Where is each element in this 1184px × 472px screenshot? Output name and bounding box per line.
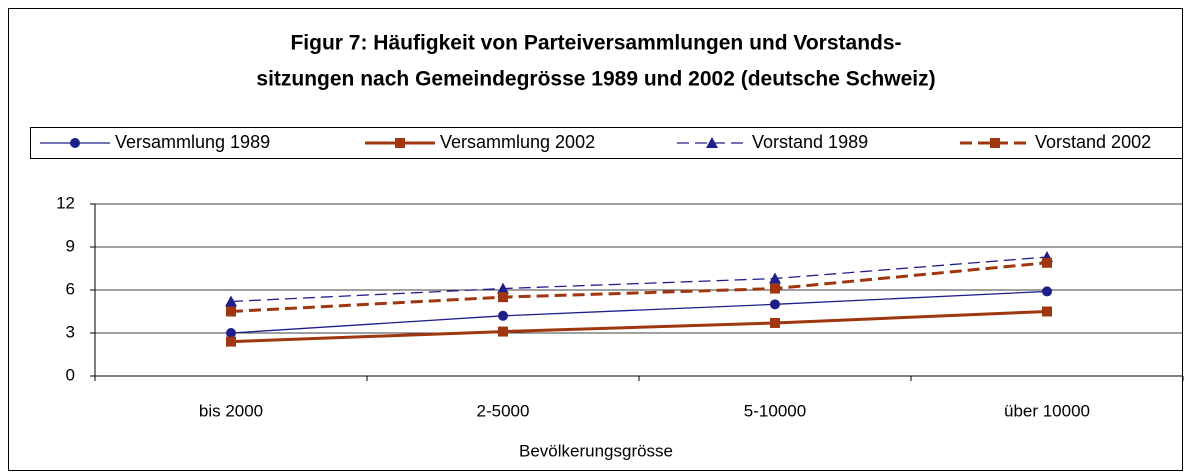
- y-tick-label: 9: [66, 236, 75, 255]
- point: [498, 292, 508, 303]
- x-tick-label: bis 2000: [199, 401, 263, 420]
- point: [1042, 306, 1052, 317]
- chart-frame: [8, 8, 1183, 471]
- legend-marker: [395, 138, 405, 148]
- point: [226, 328, 236, 338]
- chart-title: sitzungen nach Gemeindegrösse 1989 und 2…: [256, 68, 935, 91]
- y-tick-label: 6: [66, 279, 75, 298]
- x-tick-label: 2-5000: [477, 401, 530, 420]
- point: [225, 295, 237, 307]
- point: [226, 336, 236, 347]
- point: [770, 283, 780, 294]
- x-tick-label: über 10000: [1004, 401, 1090, 420]
- point: [1042, 286, 1052, 297]
- point: [498, 310, 508, 321]
- legend-label: Versammlung 2002: [440, 132, 595, 152]
- series-line: [230, 261, 1048, 313]
- legend-marker: [990, 138, 1000, 148]
- point: [1042, 257, 1052, 268]
- series-line: [230, 256, 1048, 303]
- series-line: [230, 290, 1048, 334]
- legend-marker: [706, 137, 718, 148]
- chart-title: Figur 7: Häufigkeit von Parteiversammlun…: [290, 32, 901, 55]
- point: [226, 306, 236, 317]
- legend-label: Vorstand 1989: [752, 132, 868, 152]
- legend-label: Vorstand 2002: [1035, 132, 1151, 152]
- x-tick-label: 5-10000: [744, 401, 806, 420]
- point: [770, 317, 780, 328]
- point: [498, 326, 508, 337]
- legend-label: Versammlung 1989: [115, 132, 270, 152]
- point: [769, 272, 781, 284]
- y-tick-label: 3: [66, 322, 75, 341]
- point: [497, 282, 509, 294]
- y-tick-label: 12: [56, 193, 75, 212]
- point: [770, 299, 780, 310]
- series-line: [230, 310, 1048, 344]
- legend-marker: [70, 138, 80, 148]
- y-tick-label: 0: [66, 365, 75, 384]
- x-axis-label: Bevölkerungsgrösse: [519, 441, 673, 460]
